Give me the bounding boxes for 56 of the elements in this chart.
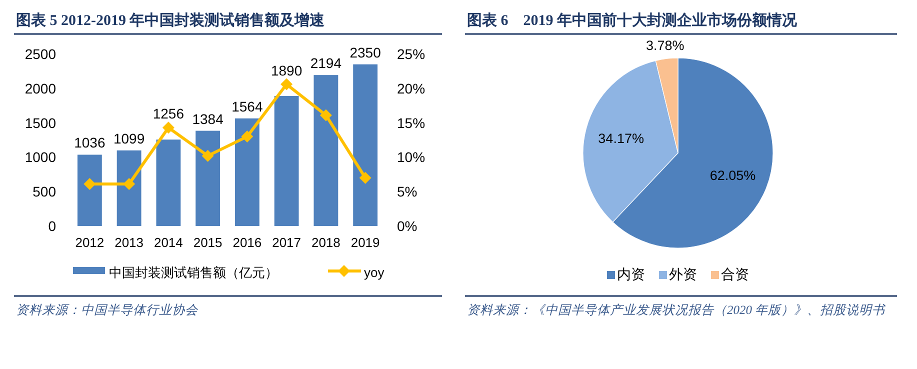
x-tick-label: 2012	[75, 235, 104, 250]
data-label: 3.78%	[646, 38, 684, 53]
y2-tick-label: 25%	[397, 46, 426, 62]
text: 资料来源：《中国半导体产业发展状况报告（2020 年版）》、招股说明书	[467, 303, 886, 317]
text: 资料来源：中国半导体行业协会	[16, 303, 199, 317]
chart-title: 图表 5 2012-2019 年中国封装测试销售额及增速	[16, 11, 326, 29]
bar	[353, 64, 378, 226]
point	[241, 130, 254, 143]
legend-label: 中国封装测试销售额（亿元）	[109, 265, 278, 280]
point	[320, 109, 332, 122]
y2-tick-label: 15%	[397, 114, 426, 131]
data-label: 2194	[310, 55, 342, 72]
data-label: 1384	[192, 110, 224, 127]
data-label: 2350	[350, 44, 382, 60]
bar	[234, 118, 260, 226]
legend-label: 内资	[617, 266, 645, 282]
x-tick-label: 2019	[350, 235, 380, 250]
legend-label: yoy	[364, 265, 385, 280]
y-tick-label: 1000	[24, 149, 56, 166]
point	[162, 122, 174, 134]
y-tick-label: 0	[48, 218, 56, 234]
x-tick-label: 2014	[154, 235, 183, 250]
bar	[314, 75, 338, 226]
y-tick-label: 2500	[24, 46, 56, 62]
point	[202, 150, 214, 162]
chart-title: 图表 6 2019 年中国前十大封测企业市场份额情况	[467, 11, 798, 29]
y2-tick-label: 10%	[397, 149, 426, 166]
bar	[77, 154, 102, 226]
x-tick-label: 2016	[232, 235, 262, 250]
y-tick-label: 500	[32, 184, 56, 200]
y2-tick-label: 20%	[397, 80, 426, 96]
y-tick-label: 1500	[24, 114, 56, 131]
y2-tick-label: 5%	[397, 184, 418, 200]
y2-tick-label: 0%	[397, 218, 418, 234]
bar	[274, 96, 299, 226]
x-tick-label: 2017	[272, 235, 302, 250]
point	[123, 178, 136, 190]
legend-label: 外资	[669, 266, 697, 282]
x-tick-label: 2018	[311, 235, 340, 250]
bar	[156, 140, 181, 226]
data-label: 62.05%	[710, 168, 756, 183]
bar	[196, 130, 220, 226]
x-tick-label: 2013	[114, 235, 144, 250]
data-label: 1256	[152, 106, 184, 122]
point	[359, 172, 372, 184]
legend-label: 合资	[721, 266, 749, 282]
point	[280, 78, 293, 90]
data-label: 1036	[74, 134, 106, 151]
data-label: 1099	[113, 130, 145, 146]
bar	[116, 150, 142, 226]
point	[84, 178, 96, 190]
data-label: 34.17%	[598, 130, 644, 146]
data-label: 1890	[270, 62, 302, 78]
data-label: 1564	[232, 98, 263, 114]
y-tick-label: 2000	[24, 80, 56, 96]
x-tick-label: 2015	[193, 235, 222, 250]
